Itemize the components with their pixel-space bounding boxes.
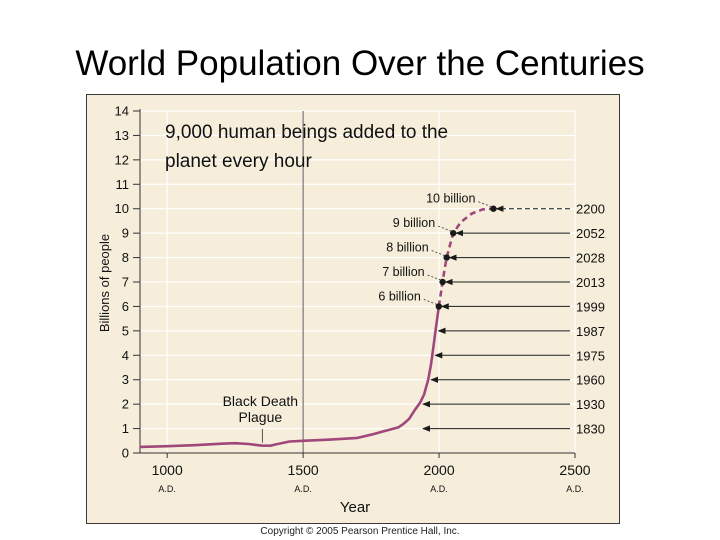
y-tick-label: 14 [115,104,129,119]
annotation-line-1: 9,000 human beings added to the [165,122,448,143]
y-tick-label: 5 [122,323,129,338]
y-tick-label: 6 [122,299,129,314]
y-tick-label: 11 [116,177,130,192]
y-tick-label: 1 [122,421,129,436]
year-arrows: 2200 2052 2028 2013 1999 1987 1975 1960 1930 1830 [422,202,605,437]
milestone-leader [438,225,452,232]
x-tick-label: 1500 [288,462,319,478]
milestone-point [450,229,457,237]
x-tick-label: 1000 [152,462,183,478]
milestone-point [435,303,442,310]
population-curves [139,205,497,449]
x-tick-sublabel: A.D. [294,484,312,494]
event-label: Plague [239,409,283,425]
chart-labels: 6 billion 7 billion 8 billion 9 billion 10 b… [165,122,492,443]
x-axis-title: Year [340,499,370,516]
x-tick-label: 2000 [423,462,454,478]
y-tick-label: 4 [122,348,129,363]
year-arrow-label: 1999 [576,299,605,314]
x-tick-sublabel: A.D. [430,484,448,494]
milestone-label: 10 billion [426,192,475,206]
y-tick-label: 12 [115,152,129,167]
milestone-point [439,278,446,286]
y-tick-label: 7 [122,275,129,290]
y-tick-label: 0 [122,446,129,461]
y-tick-label: 3 [122,372,129,387]
annotation-line-2: planet every hour [165,151,312,172]
year-arrow-label: 2013 [576,275,605,290]
year-arrow-label: 1960 [576,373,605,388]
milestone-label: 7 billion [382,265,424,279]
slide-title: World Population Over the Centuries [75,44,645,83]
y-tick-label: 9 [122,226,129,241]
milestone-leader [423,299,437,305]
year-arrow-label: 2052 [576,226,605,241]
x-tick-label: 2500 [559,462,590,478]
milestone-label: 8 billion [386,241,428,255]
axes: 012345678910111213141000A.D.1500A.D.2000… [97,104,591,517]
event-label: Black Death [223,393,298,409]
milestone-label: 6 billion [378,289,420,303]
copyright-notice: Copyright © 2005 Pearson Prentice Hall, … [260,526,460,537]
milestone-point [443,254,450,261]
milestone-leader [431,250,445,256]
y-tick-label: 2 [122,397,129,412]
y-tick-label: 13 [115,128,129,143]
figure-panel [86,94,620,524]
milestone-label: 9 billion [393,216,435,230]
year-arrow-label: 1830 [576,422,605,437]
milestone-point [490,205,497,212]
historic-population-line [139,306,441,449]
x-tick-sublabel: A.D. [566,484,584,494]
year-arrow-label: 1975 [576,348,605,363]
year-arrow-label: 2028 [576,251,605,266]
y-tick-label: 10 [115,201,129,216]
y-tick-label: 8 [122,250,129,265]
milestone-leader [478,201,492,208]
year-arrow-label: 2200 [576,202,605,217]
x-tick-sublabel: A.D. [158,484,176,494]
year-arrow-label: 1930 [576,397,605,412]
projected-population-line [437,207,494,307]
y-axis-title: Billions of people [97,234,112,332]
year-arrow-label: 1987 [576,324,605,339]
